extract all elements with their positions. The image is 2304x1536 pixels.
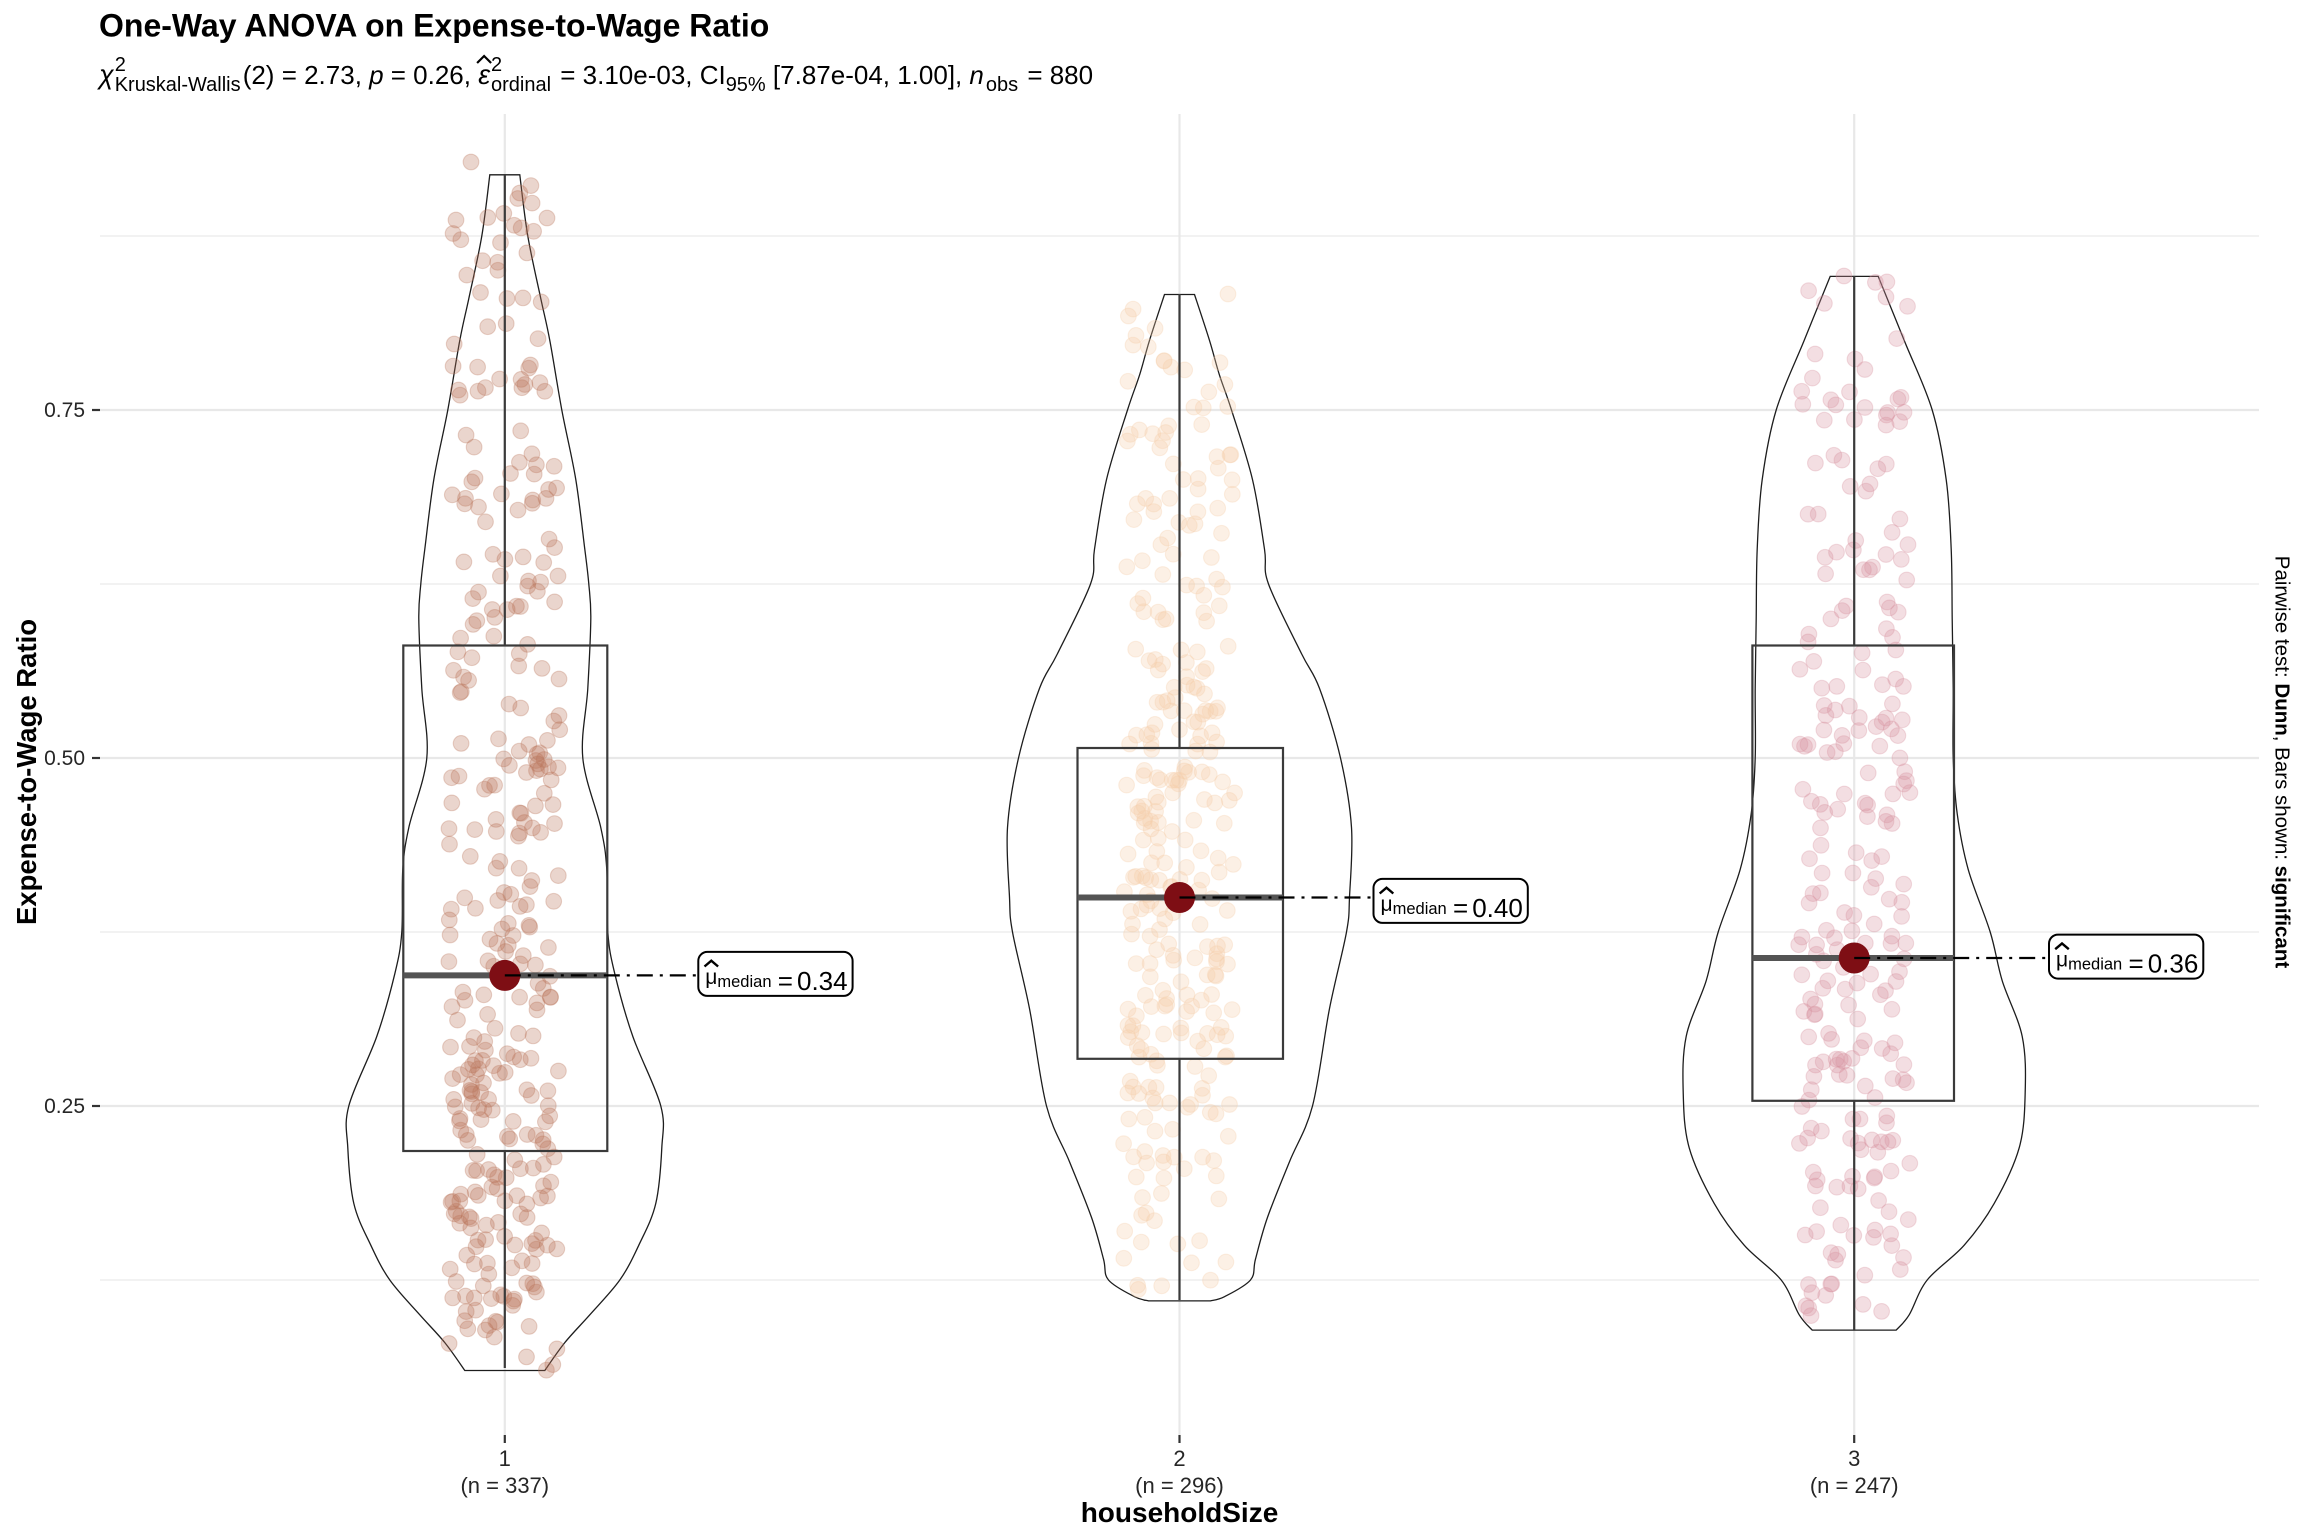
svg-text:ordinal: ordinal (491, 74, 551, 96)
svg-text:0.25: 0.25 (44, 1095, 85, 1118)
svg-text:μ: μ (705, 966, 717, 989)
svg-text:χ: χ (97, 60, 115, 90)
svg-text:householdSize: householdSize (1081, 1497, 1279, 1528)
svg-text:p: p (368, 60, 383, 90)
svg-text:0.36: 0.36 (2148, 949, 2199, 979)
svg-text:1: 1 (499, 1446, 511, 1471)
svg-text:= 880: = 880 (1020, 60, 1093, 90)
svg-text:Pairwise test: Dunn, Bars show: Pairwise test: Dunn, Bars shown: signifi… (2271, 556, 2294, 969)
svg-text:0.40: 0.40 (1472, 893, 1523, 923)
svg-text:(2) = 2.73,: (2) = 2.73, (243, 60, 369, 90)
svg-text:(n = 247): (n = 247) (1810, 1473, 1899, 1498)
svg-text:Expense-to-Wage Ratio: Expense-to-Wage Ratio (11, 619, 42, 925)
svg-text:(n = 296): (n = 296) (1135, 1473, 1224, 1498)
svg-text:2: 2 (491, 54, 502, 76)
svg-text:μ: μ (1381, 893, 1393, 916)
svg-text:= 0.26,: = 0.26, (384, 60, 479, 90)
svg-text:obs: obs (986, 74, 1018, 96)
svg-text:2: 2 (115, 54, 126, 76)
svg-text:95%: 95% (726, 74, 766, 96)
svg-text:0.75: 0.75 (44, 399, 85, 422)
svg-text:median: median (1393, 900, 1447, 918)
svg-text:n: n (969, 60, 983, 90)
svg-text:[7.87e-04, 1.00],: [7.87e-04, 1.00], (766, 60, 970, 90)
svg-text:= 3.10e-03, CI: = 3.10e-03, CI (553, 60, 726, 90)
svg-text:2: 2 (1173, 1446, 1185, 1471)
svg-text:median: median (717, 973, 771, 991)
svg-text:0.50: 0.50 (44, 747, 85, 770)
svg-text:=: = (1453, 893, 1468, 923)
svg-text:0.34: 0.34 (797, 966, 848, 996)
svg-text:(n = 337): (n = 337) (460, 1473, 549, 1498)
svg-text:ε: ε (478, 60, 491, 90)
svg-text:=: = (778, 966, 793, 996)
svg-text:Kruskal-Wallis: Kruskal-Wallis (115, 74, 241, 96)
svg-text:One-Way ANOVA on Expense-to-Wa: One-Way ANOVA on Expense-to-Wage Ratio (99, 8, 769, 44)
svg-text:3: 3 (1848, 1446, 1860, 1471)
svg-text:μ: μ (2056, 949, 2068, 972)
svg-text:median: median (2068, 956, 2122, 974)
svg-text:=: = (2129, 949, 2144, 979)
